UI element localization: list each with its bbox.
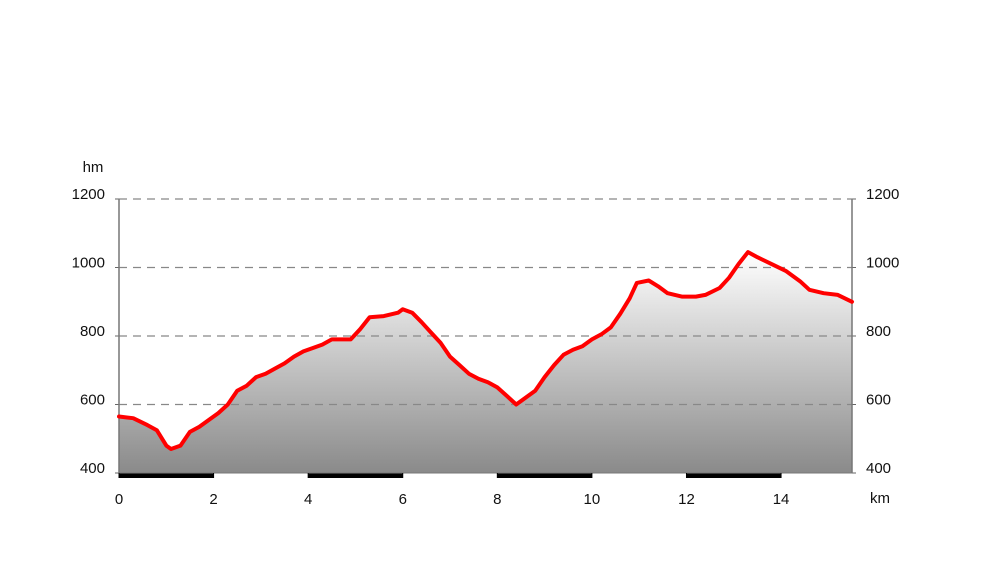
x-tick-label: 0 xyxy=(115,491,123,508)
x-tick-label: 2 xyxy=(209,491,217,508)
x-tick-label: 8 xyxy=(493,491,501,508)
y2-tick-label: 400 xyxy=(866,460,891,477)
scale-band xyxy=(591,473,687,478)
scale-band xyxy=(402,473,498,478)
x-axis-label: km xyxy=(870,490,890,507)
scale-band xyxy=(686,473,782,478)
x-tick-label: 14 xyxy=(773,491,790,508)
y-tick-label: 800 xyxy=(80,323,105,340)
y2-tick-label: 1000 xyxy=(866,254,899,271)
scale-band xyxy=(781,473,852,478)
x-tick-label: 12 xyxy=(678,491,695,508)
x-tick-label: 10 xyxy=(584,491,601,508)
y2-tick-label: 600 xyxy=(866,391,891,408)
scale-band xyxy=(308,473,403,478)
y-tick-label: 600 xyxy=(80,391,105,408)
scale-band xyxy=(213,473,309,478)
scale-band xyxy=(119,473,214,478)
y-tick-label: 400 xyxy=(80,460,105,477)
scale-band xyxy=(497,473,592,478)
y2-tick-label: 800 xyxy=(866,323,891,340)
line xyxy=(117,250,854,451)
area xyxy=(119,252,852,473)
y-axis-label: hm xyxy=(83,159,104,176)
y-tick-label: 1000 xyxy=(72,254,105,271)
x-tick-label: 4 xyxy=(304,491,312,508)
x-tick-label: 6 xyxy=(399,491,407,508)
y2-tick-label: 1200 xyxy=(866,186,899,203)
y-tick-label: 1200 xyxy=(72,186,105,203)
